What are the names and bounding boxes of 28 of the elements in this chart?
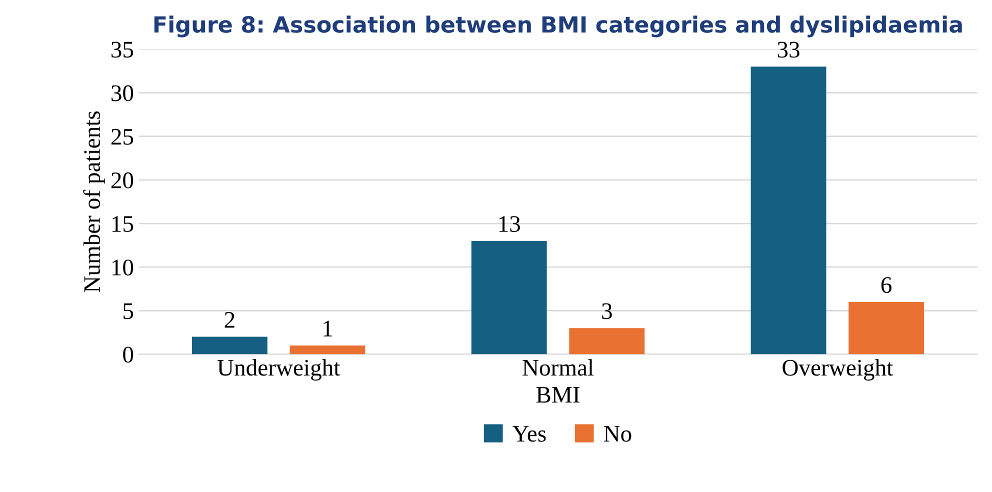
bar [471, 240, 547, 354]
bar [569, 328, 645, 354]
y-tick-label: 5 [124, 303, 134, 320]
y-tick-label: 35 [112, 42, 134, 58]
data-label: 13 [499, 216, 520, 232]
data-label: 1 [324, 320, 332, 336]
data-label: 33 [778, 42, 800, 58]
x-tick-label: Overweight [782, 359, 894, 381]
y-tick-label: 0 [123, 346, 134, 363]
bar [848, 302, 924, 354]
legend-label: No [604, 426, 632, 442]
y-tick-label: 20 [111, 172, 134, 188]
legend-label: Yes [512, 426, 546, 442]
data-label: 2 [224, 312, 234, 328]
data-label: 3 [602, 303, 612, 320]
y-tick-label: 30 [112, 85, 134, 102]
chart-title: Figure 8: Association between BMI categories and dyslipidaemia [154, 16, 962, 38]
x-tick-label: Underweight [217, 359, 340, 381]
bar [750, 66, 826, 354]
bar [290, 346, 366, 354]
y-tick-label: 10 [112, 260, 134, 276]
y-tick-label: 15 [112, 216, 134, 232]
data-label: 6 [881, 277, 892, 293]
bar [192, 336, 268, 354]
y-tick-label: 25 [111, 128, 134, 145]
y-axis-title: Number of patients [83, 111, 105, 292]
x-axis-title: BMI [536, 387, 580, 403]
x-tick-label: Normal [522, 359, 594, 376]
